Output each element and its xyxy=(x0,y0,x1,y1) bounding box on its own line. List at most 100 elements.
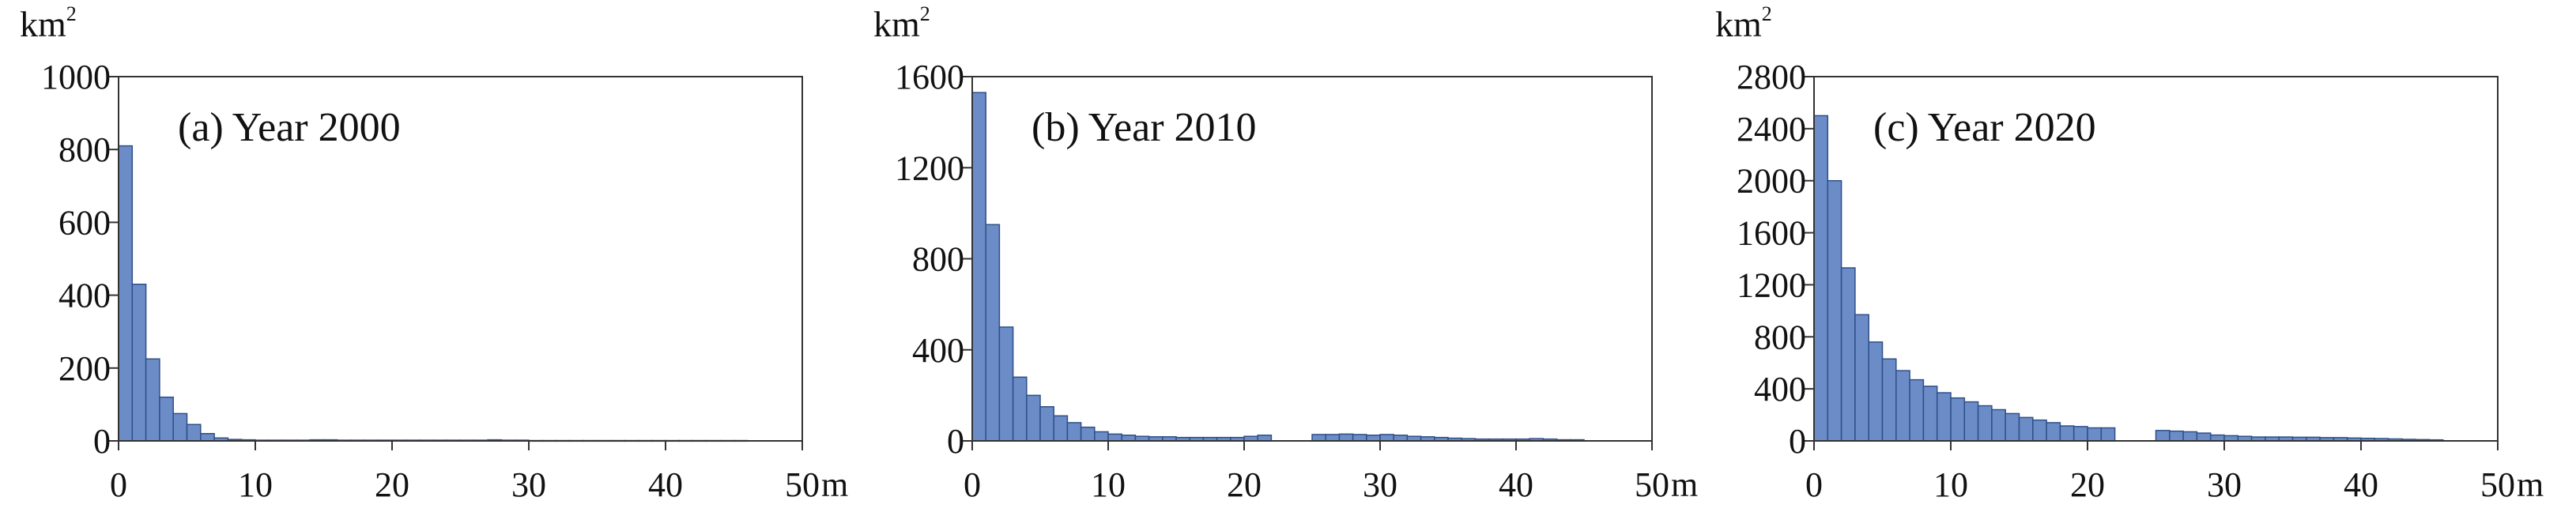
x-tick-label: 0 xyxy=(1805,465,1823,504)
y-axis-unit: km2 xyxy=(20,2,77,44)
histogram-bar xyxy=(186,424,202,442)
chart-panel-2: 0 400 800 1200 1600 0 10 20 30 40 50 m km2 (b) Year 2… xyxy=(873,2,1698,504)
x-tick-label: 10 xyxy=(238,465,273,504)
panel-title: (b) Year 2010 xyxy=(1032,105,1257,150)
x-tick-label: 10 xyxy=(1933,465,1968,504)
histogram-bar xyxy=(1066,422,1082,442)
histogram-bar xyxy=(1325,434,1341,442)
x-tick-label: 20 xyxy=(2070,465,2105,504)
y-axis-unit-superscript: 2 xyxy=(66,2,77,25)
histogram-bar xyxy=(172,412,188,442)
y-tick-label: 800 xyxy=(58,130,111,169)
histogram-bar xyxy=(1352,434,1367,442)
chart-panel-1: 0 200 400 600 800 1000 0 10 20 30 40 50 m km2 (a) Year… xyxy=(20,2,848,504)
y-tick-label: 400 xyxy=(58,277,111,315)
histogram-bar xyxy=(131,284,147,442)
histogram-bar xyxy=(1053,415,1069,442)
histogram-bar xyxy=(2087,427,2103,442)
histogram-bar xyxy=(1257,435,1273,442)
y-tick-label: 2800 xyxy=(1737,58,1806,96)
histogram-bar xyxy=(1813,115,1829,442)
histogram-bar xyxy=(1080,426,1096,442)
x-tick-label: 40 xyxy=(648,465,683,504)
histogram-bar xyxy=(1012,376,1028,442)
histogram-bar xyxy=(1121,435,1137,442)
histogram-bar xyxy=(2155,430,2171,442)
y-axis-unit-superscript: 2 xyxy=(1762,2,1772,25)
x-tick-label: 0 xyxy=(964,465,981,504)
x-axis-unit: m xyxy=(2517,465,2544,504)
histogram-bar xyxy=(998,326,1014,442)
histogram-bar xyxy=(200,433,215,442)
histogram-bar xyxy=(1311,434,1326,442)
y-tick-label: 1200 xyxy=(895,149,964,187)
histogram-bar xyxy=(1881,358,1897,442)
histogram-bar xyxy=(2046,422,2061,442)
x-tick-label: 50 xyxy=(2480,465,2515,504)
histogram-bar xyxy=(985,224,1001,442)
histogram-bar xyxy=(1936,392,1952,442)
histogram-bar xyxy=(2005,412,2020,442)
x-axis-unit: m xyxy=(1671,465,1698,504)
chart-panel-3: 0 400 800 1200 1600 2000 2400 2800 0 10 20 30 40 50 m k… xyxy=(1715,2,2544,504)
histogram-bar xyxy=(2018,416,2034,442)
y-tick-label: 200 xyxy=(58,349,111,388)
histogram-bar xyxy=(159,396,174,442)
y-tick-label: 1600 xyxy=(895,58,964,96)
y-tick-label: 1000 xyxy=(41,58,111,96)
y-tick-label: 1200 xyxy=(1737,265,1806,304)
x-tick-label: 40 xyxy=(1499,465,1533,504)
histogram-bar xyxy=(1868,341,1884,442)
histogram-bar xyxy=(1909,378,1925,442)
x-tick-label: 40 xyxy=(2344,465,2378,504)
histogram-bar xyxy=(2072,426,2088,442)
y-tick-label: 400 xyxy=(912,331,964,370)
histogram-bar xyxy=(2169,430,2184,442)
histogram-bar xyxy=(1366,435,1381,442)
plot-frame xyxy=(118,76,803,442)
histogram-bar xyxy=(1393,435,1409,442)
y-tick-label: 1600 xyxy=(1737,214,1806,253)
y-axis-unit: km2 xyxy=(873,2,930,44)
histogram-bar xyxy=(1895,370,1910,442)
y-tick-label: 0 xyxy=(947,422,964,461)
histogram-bar xyxy=(1094,431,1109,442)
x-tick-label: 30 xyxy=(2207,465,2242,504)
histogram-bar xyxy=(2059,425,2075,442)
histogram-bar xyxy=(2196,432,2212,442)
histogram-bar xyxy=(1854,314,1869,442)
histogram-bar xyxy=(1977,405,1993,442)
panel-title: (a) Year 2000 xyxy=(178,105,401,150)
histogram-bar xyxy=(971,92,986,442)
x-tick-label: 10 xyxy=(1091,465,1126,504)
histogram-bar xyxy=(2209,434,2225,442)
histogram-bar xyxy=(1922,386,1938,442)
y-axis-unit-superscript: 2 xyxy=(920,2,930,25)
histogram-bar xyxy=(1107,433,1122,442)
x-tick-label: 30 xyxy=(511,465,546,504)
histogram-bar xyxy=(1991,408,2006,442)
y-tick-label: 800 xyxy=(912,240,964,279)
y-tick-label: 2400 xyxy=(1737,110,1806,149)
y-tick-label: 0 xyxy=(93,422,111,461)
x-tick-label: 0 xyxy=(110,465,127,504)
histogram-bar xyxy=(1026,394,1041,442)
x-tick-label: 20 xyxy=(1227,465,1262,504)
plot-frame xyxy=(1813,76,2499,442)
histogram-bar xyxy=(1950,397,1966,442)
histogram-bar xyxy=(1379,434,1394,442)
histogram-bar xyxy=(118,145,134,442)
y-tick-label: 600 xyxy=(58,203,111,242)
y-axis-unit: km2 xyxy=(1715,2,1772,44)
histogram-bar xyxy=(2100,427,2116,442)
y-tick-label: 2000 xyxy=(1737,162,1806,201)
x-tick-label: 50 xyxy=(1635,465,1669,504)
histogram-bar xyxy=(145,358,160,442)
x-tick-label: 20 xyxy=(375,465,409,504)
y-tick-label: 800 xyxy=(1754,318,1806,356)
histogram-bar xyxy=(2182,431,2198,442)
histogram-bar xyxy=(2032,419,2047,442)
x-tick-label: 30 xyxy=(1363,465,1397,504)
y-tick-label: 0 xyxy=(1789,422,1806,461)
histogram-bar xyxy=(1840,267,1856,442)
